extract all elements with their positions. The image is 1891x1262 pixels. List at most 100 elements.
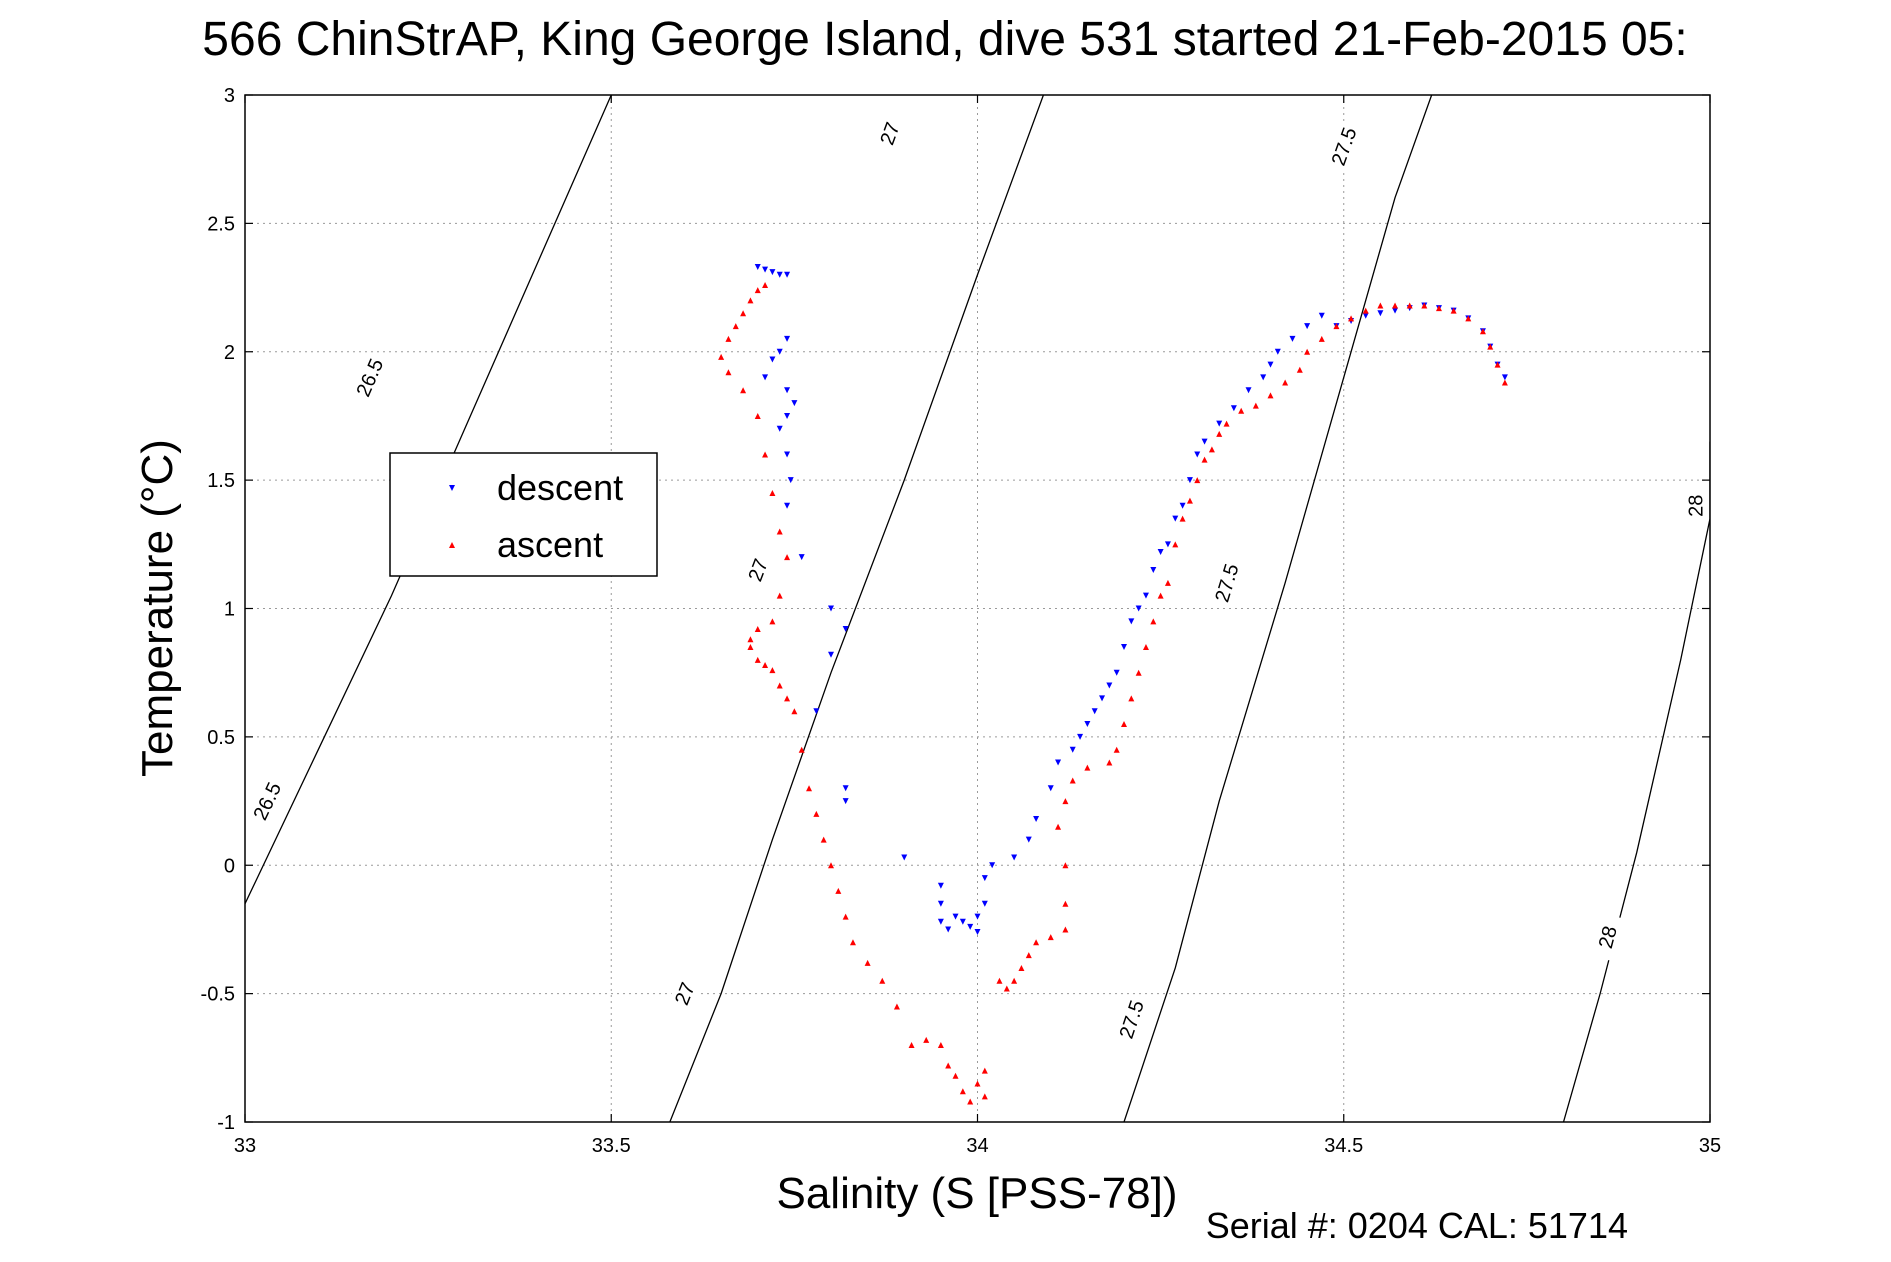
descent-point — [1055, 759, 1062, 766]
ascent-point — [1113, 746, 1120, 753]
descent-point — [1172, 515, 1179, 522]
descent-point — [1230, 405, 1237, 412]
y-tick-label: 2.5 — [207, 213, 235, 235]
ascent-point — [1157, 592, 1164, 599]
descent-point — [776, 348, 783, 355]
contour-label-27.5: 27.5 — [1211, 561, 1243, 605]
ascent-point — [798, 746, 805, 753]
ascent-point — [1267, 392, 1274, 399]
descent-point — [828, 651, 834, 658]
ascent-point — [1435, 305, 1442, 312]
ascent-point — [828, 862, 834, 869]
ascent-point — [864, 959, 871, 966]
ascent-point — [1106, 759, 1113, 766]
ascent-point — [1194, 477, 1201, 484]
descent-point — [1179, 502, 1186, 509]
descent-point — [967, 923, 974, 930]
descent-point — [1216, 420, 1223, 427]
ascent-point — [776, 682, 783, 689]
y-axis-label: Temperature (°C) — [133, 439, 182, 777]
descent-point — [1260, 374, 1267, 381]
ascent-point — [981, 1093, 988, 1100]
descent-point — [754, 264, 761, 271]
descent-point — [981, 900, 988, 907]
contour-label-bg — [738, 545, 777, 595]
descent-point — [974, 913, 981, 920]
ascent-point — [1238, 407, 1245, 414]
ascent-point — [1392, 302, 1399, 309]
ascent-point — [1465, 315, 1472, 322]
y-tick-label: 2 — [224, 342, 235, 364]
legend-box — [389, 452, 658, 577]
descent-point — [784, 387, 791, 394]
contour-label-bg — [1208, 558, 1245, 608]
series-descent — [754, 264, 1508, 936]
descent-point — [937, 882, 944, 889]
ascent-point — [769, 667, 776, 674]
descent-point — [784, 271, 791, 278]
ascent-point — [769, 618, 776, 625]
density-contours — [245, 95, 1710, 1122]
ascent-point — [1011, 977, 1018, 984]
ascent-point — [1172, 541, 1179, 548]
legend-ascent-label: ascent — [497, 524, 603, 565]
data-series — [718, 264, 1508, 1105]
contour-label-bg — [1112, 994, 1150, 1044]
descent-point — [989, 862, 996, 869]
descent-point — [1157, 549, 1164, 556]
descent-point — [1128, 618, 1135, 625]
ascent-point — [784, 695, 791, 702]
contour-label-28: 28 — [1595, 924, 1622, 951]
descent-point — [1274, 348, 1281, 355]
ascent-point — [791, 708, 798, 715]
ascent-point — [1055, 823, 1062, 830]
ascent-point — [725, 369, 732, 376]
ascent-point — [1142, 644, 1149, 651]
y-tick-label: 1 — [224, 599, 235, 621]
ascent-point — [996, 977, 1003, 984]
ascent-point — [1282, 379, 1289, 386]
chart-title: 566 ChinStrAP, King George Island, dive … — [202, 13, 1687, 66]
ascent-point — [1150, 618, 1157, 625]
ascent-point — [842, 913, 849, 920]
ascent-point — [740, 387, 747, 394]
y-axis-ticks: -1 -0.5 0 0.5 1 1.5 2 2.5 3 — [201, 85, 1710, 1134]
descent-point — [952, 913, 959, 920]
ascent-point — [937, 1041, 944, 1048]
descent-point — [798, 554, 805, 561]
descent-point — [828, 605, 834, 612]
ascent-point — [1252, 402, 1259, 409]
ascent-point — [1069, 777, 1076, 784]
ascent-point — [1304, 348, 1311, 355]
x-tick-label: 33 — [234, 1135, 256, 1157]
ascent-point — [1296, 366, 1303, 373]
ascent-point — [1121, 721, 1127, 728]
descent-point — [1362, 312, 1369, 319]
x-tick-label: 34.5 — [1324, 1135, 1363, 1157]
descent-point — [1245, 387, 1252, 394]
ascent-point — [1128, 695, 1135, 702]
ascent-point — [893, 1003, 900, 1010]
descent-point — [842, 626, 849, 633]
descent-point — [1135, 605, 1142, 612]
ascent-point — [1084, 764, 1091, 771]
ascent-point — [1487, 343, 1494, 350]
descent-point — [784, 502, 791, 509]
descent-point — [769, 356, 776, 363]
y-tick-label: 1.5 — [207, 470, 235, 492]
contour-label-bg — [1683, 483, 1708, 528]
ascent-point — [762, 451, 769, 458]
ascent-point — [1348, 315, 1355, 322]
ascent-point — [1135, 669, 1142, 676]
ascent-point — [835, 887, 842, 894]
ascent-point — [1494, 361, 1501, 368]
descent-point — [1289, 335, 1296, 342]
legend: descent ascent — [389, 452, 658, 577]
descent-point — [901, 854, 908, 861]
ascent-point — [1018, 964, 1025, 971]
descent-point — [1201, 438, 1208, 445]
ascent-point — [1033, 939, 1040, 946]
contour-label-bg — [1325, 121, 1363, 172]
descent-point — [791, 400, 798, 407]
ascent-point — [1062, 862, 1069, 869]
